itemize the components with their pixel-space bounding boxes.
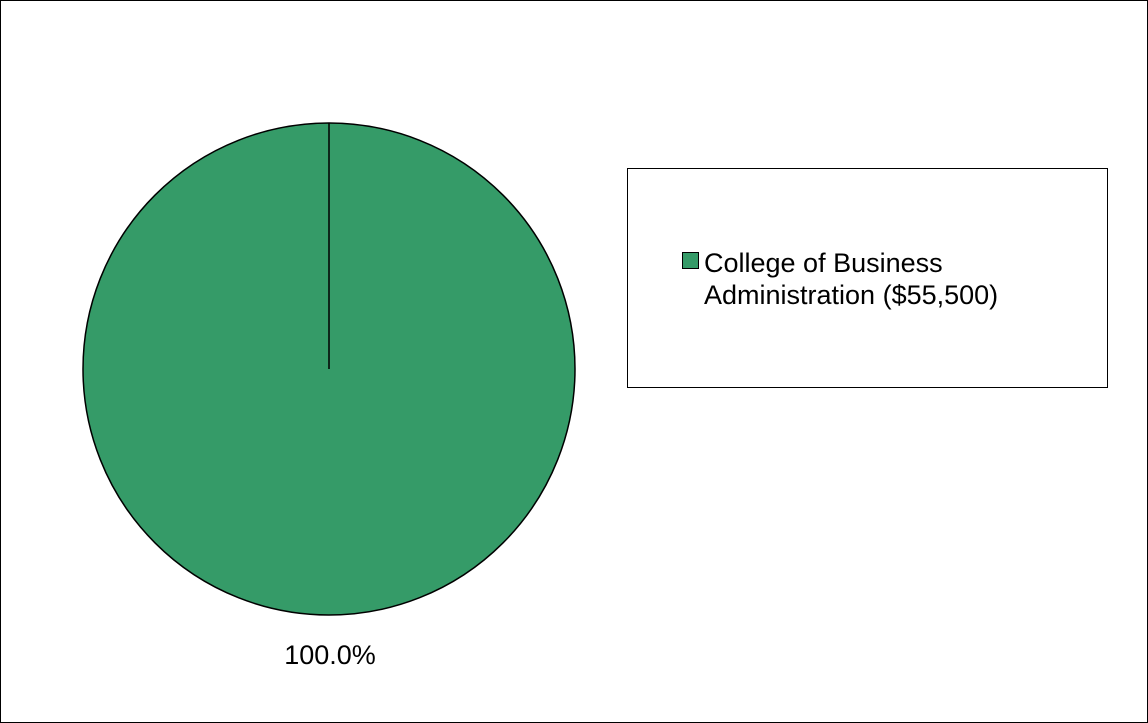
legend: College of Business Administration ($55,…	[627, 168, 1108, 388]
legend-item: College of Business Administration ($55,…	[682, 247, 1074, 311]
pie-group	[82, 122, 576, 616]
legend-label: College of Business Administration ($55,…	[704, 248, 999, 310]
slice-percent-label: 100.0%	[284, 640, 376, 670]
legend-swatch	[682, 252, 699, 269]
